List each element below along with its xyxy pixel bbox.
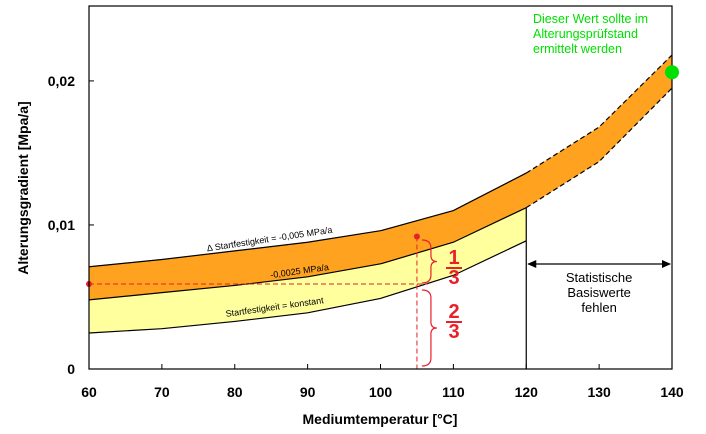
x-tick-label-110: 110 (442, 384, 465, 400)
reference-point-2 (413, 233, 420, 240)
x-tick-label-70: 70 (154, 384, 170, 400)
marker-lower-4: 3 (448, 321, 459, 343)
missing-range-text-2: Basiswerte (567, 285, 631, 300)
extrapolation-lower-line (525, 87, 673, 209)
band-lower (89, 207, 527, 333)
x-tick-label-60: 60 (81, 384, 97, 400)
missing-range-text-1: Statistische (566, 270, 632, 285)
arrowhead-left (527, 260, 537, 268)
y-ticks: 0 0,01 0,02 (48, 73, 94, 377)
x-axis-title: Mediumtemperatur [°C] (303, 411, 458, 427)
x-tick-label-90: 90 (300, 384, 316, 400)
highlight-note-line-3: ermittelt werden (533, 42, 622, 56)
y-axis-title: Alterungsgradient [Mpa/a] (15, 101, 31, 274)
y-tick-label-2: 0,02 (48, 73, 75, 89)
highlight-note-line-2: Alterungsprüfstand (533, 27, 638, 41)
y-tick-label-0: 0 (67, 361, 75, 377)
x-tick-label-80: 80 (227, 384, 243, 400)
highlight-point (665, 65, 679, 80)
annotations: Dieser Wert sollte im Alterungsprüfstand e… (527, 12, 679, 315)
arrowhead-right (662, 260, 671, 268)
marker-upper-1: 1 (448, 247, 459, 269)
band-upper (89, 54, 672, 300)
brace-lower (421, 289, 437, 367)
bands (89, 54, 672, 333)
x-tick-label-100: 100 (369, 384, 393, 400)
marker-upper-2: 3 (448, 267, 459, 289)
series-line-3 (88, 240, 527, 334)
x-tick-label-120: 120 (515, 384, 539, 400)
highlight-note: Dieser Wert sollte im Alterungsprüfstand e… (533, 12, 648, 56)
x-tick-label-130: 130 (587, 384, 611, 400)
marker-lower-3: 2 (448, 301, 459, 323)
missing-range-text-3: fehlen (581, 300, 616, 315)
x-tick-label-140: 140 (660, 384, 684, 400)
highlight-note-line-1: Dieser Wert sollte im (533, 12, 648, 26)
extrapolation-upper-line (525, 54, 673, 174)
y-tick-label-1: 0,01 (48, 217, 75, 233)
series-line-1 (88, 172, 527, 268)
series-line-2 (88, 207, 527, 301)
x-ticks: 60 70 80 90 100 110 120 130 140 (81, 364, 684, 400)
